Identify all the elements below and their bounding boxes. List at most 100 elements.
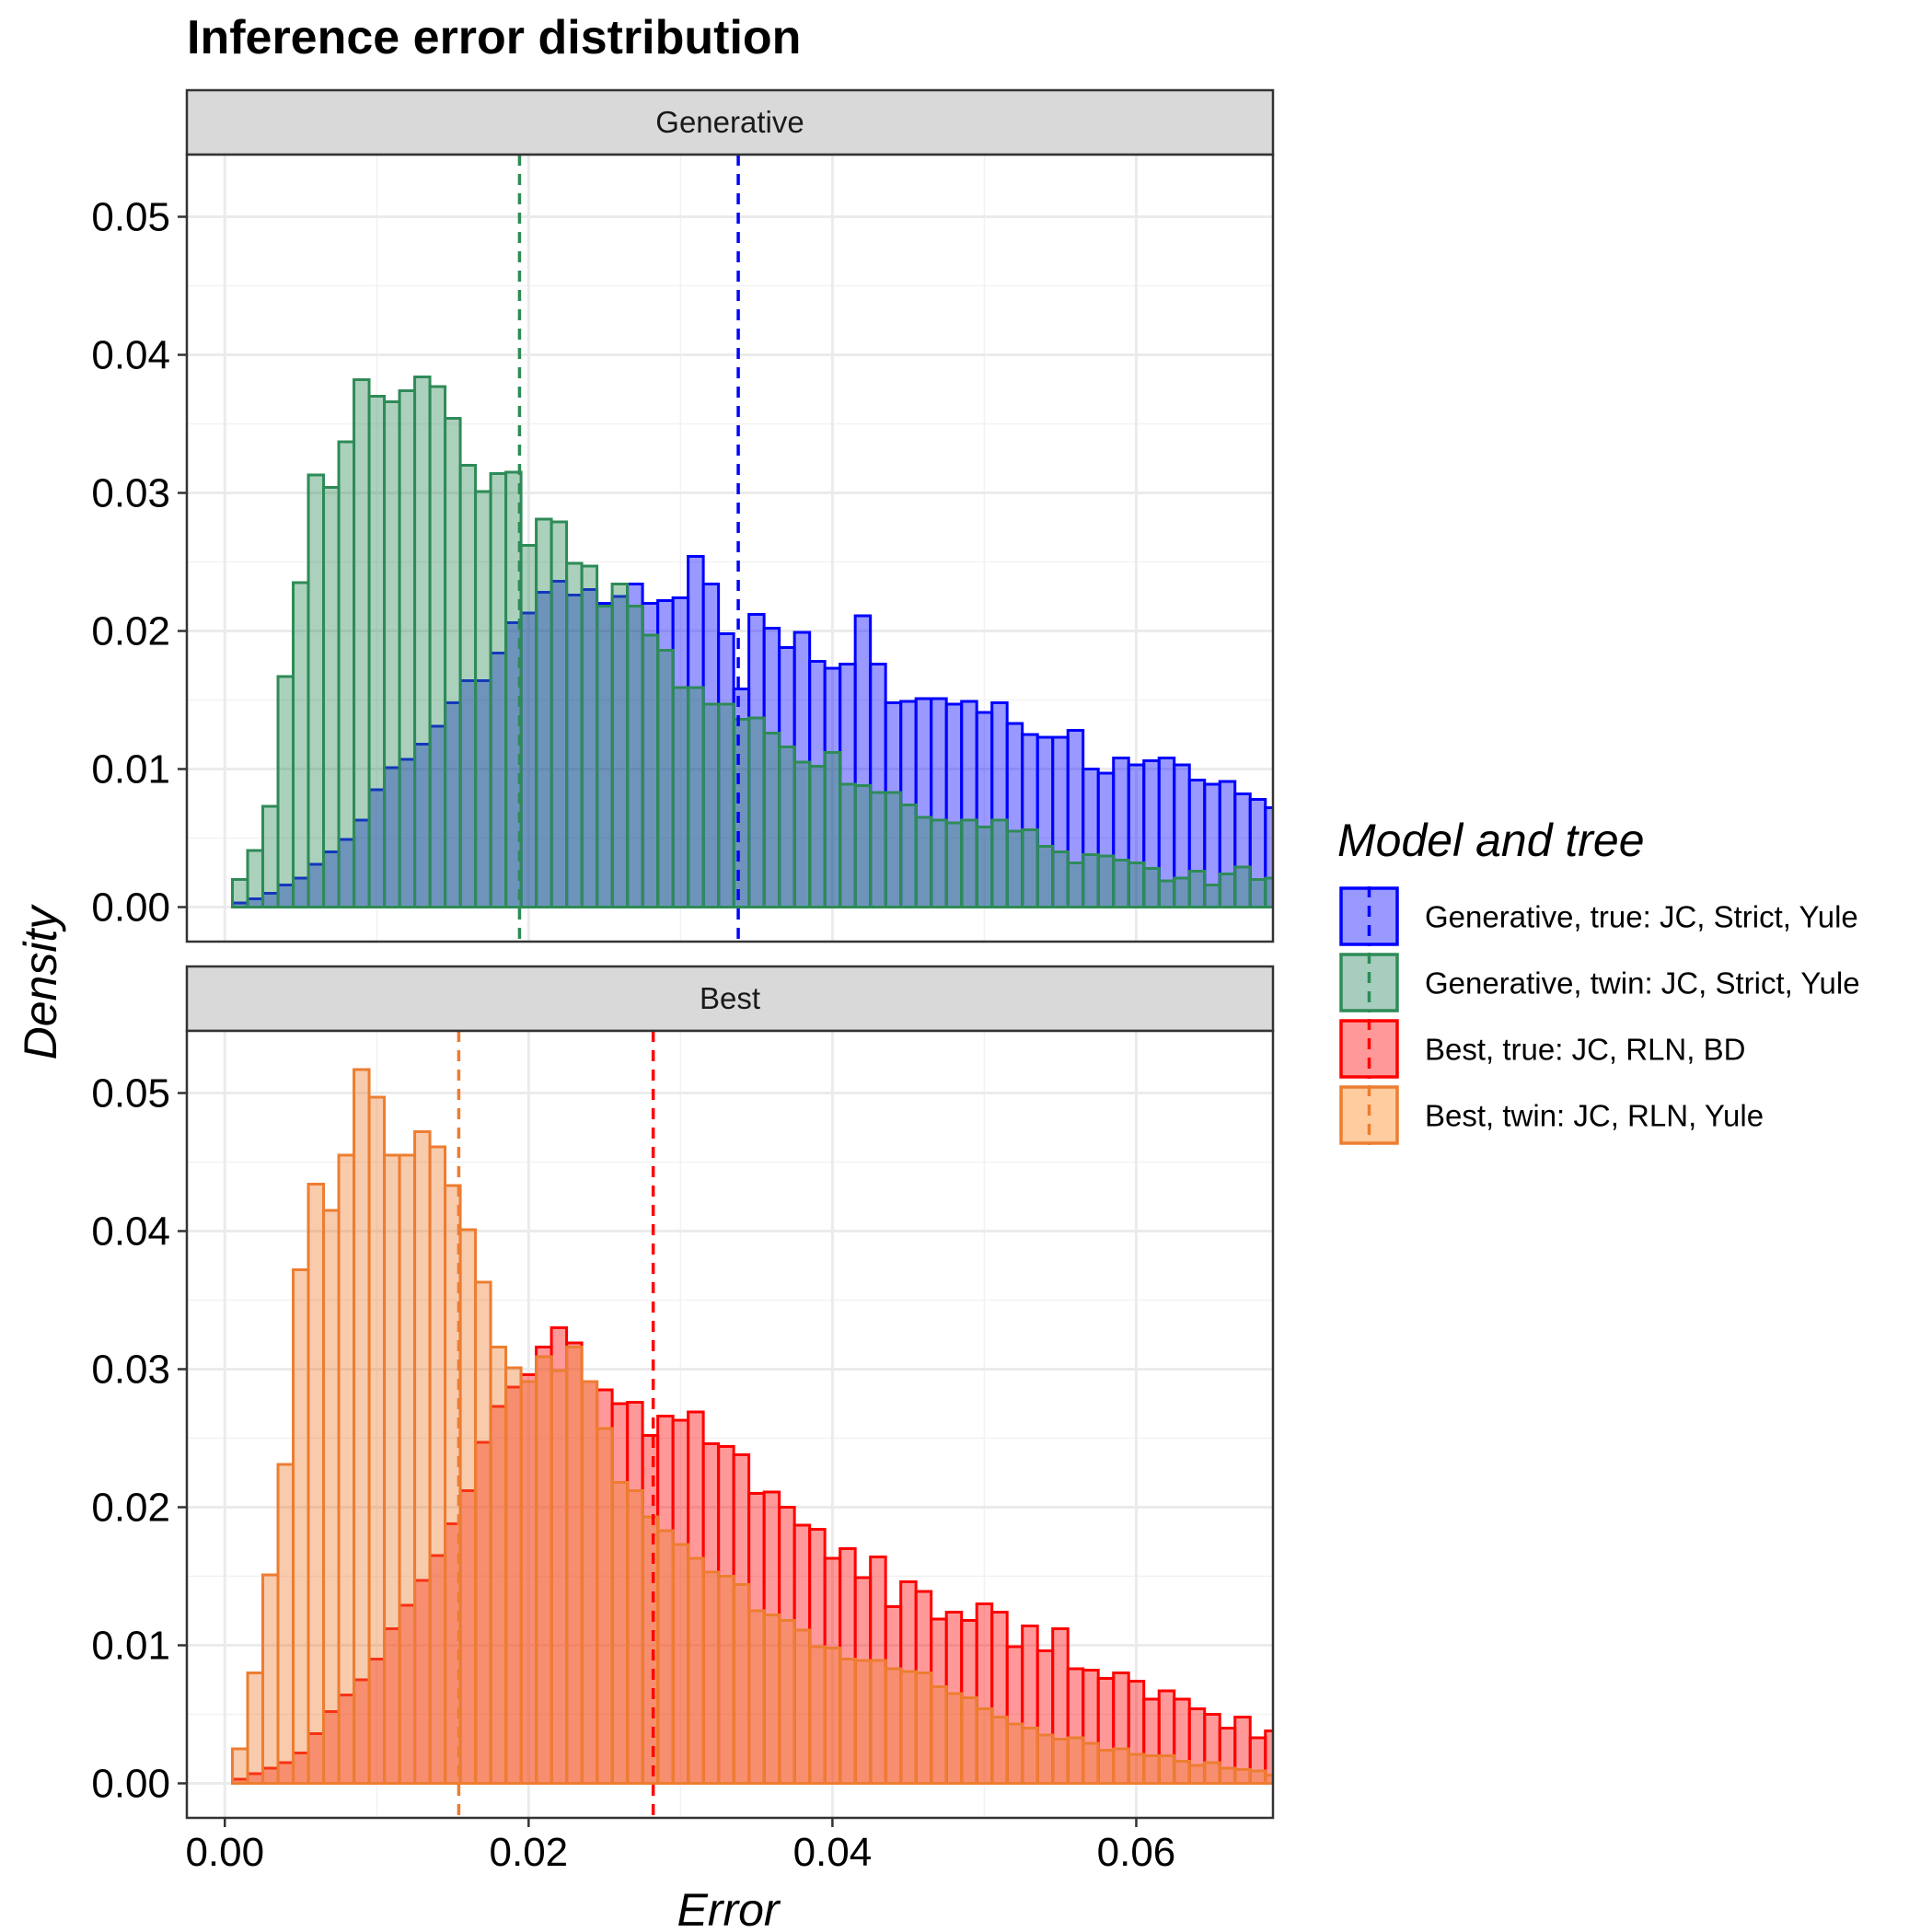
histogram-bar xyxy=(853,1659,873,1785)
histogram-bar xyxy=(322,486,341,908)
histogram-bar xyxy=(687,1556,705,1785)
facet-strip-label: Best xyxy=(700,981,760,1015)
x-tick-label: 0.06 xyxy=(1097,1830,1176,1875)
histogram-bar xyxy=(565,561,584,908)
histogram-bar xyxy=(1264,876,1273,908)
histogram-bar xyxy=(1096,1749,1116,1785)
histogram-bar xyxy=(1112,859,1130,908)
histogram-bar xyxy=(322,1209,341,1785)
y-axis: 0.00 0.01 0.02 0.03 0.04 0.05 xyxy=(91,195,187,931)
histogram-bar xyxy=(1233,865,1252,908)
histogram-bar xyxy=(1035,845,1055,908)
histogram-bar xyxy=(701,1570,721,1785)
histogram-bar xyxy=(930,818,948,908)
histogram-bar xyxy=(792,760,812,908)
histogram-bar xyxy=(1203,884,1221,908)
histogram-bar xyxy=(626,1489,644,1785)
histogram-bar xyxy=(1233,1768,1252,1785)
facet-panels: Generative 0.00 0.01 0.02 0.03 0.04 0.05 Best 0.… xyxy=(91,88,1275,1820)
histogram-bar xyxy=(839,1658,857,1785)
histogram-bar xyxy=(626,605,644,908)
histogram-bar xyxy=(717,1575,735,1785)
histogram-bar xyxy=(899,804,918,908)
facet-strip xyxy=(185,965,1275,1033)
legend-item: Generative, twin: JC, Strict, Yule xyxy=(1339,953,1860,1012)
histogram-bar xyxy=(717,702,735,908)
y-tick-label: 0.02 xyxy=(91,609,170,654)
legend-item: Generative, true: JC, Strict, Yule xyxy=(1339,886,1858,946)
series-true xyxy=(231,1326,1273,1785)
histogram-bar xyxy=(1142,867,1161,908)
histogram-bar xyxy=(458,1228,478,1785)
x-axis-title: Error xyxy=(677,1884,781,1932)
y-tick-label: 0.03 xyxy=(91,471,170,516)
y-axis: 0.00 0.01 0.02 0.03 0.04 0.05 xyxy=(91,1071,187,1807)
panel-border xyxy=(185,153,1275,943)
histogram-bar xyxy=(990,818,1009,908)
histogram-bar xyxy=(246,1672,265,1785)
y-tick-label: 0.00 xyxy=(91,885,170,931)
histogram-bar xyxy=(778,1619,796,1785)
histogram-bar xyxy=(580,1380,599,1785)
histogram-bar xyxy=(580,564,599,908)
y-tick-label: 0.04 xyxy=(91,333,170,378)
histogram-bar xyxy=(1051,850,1070,908)
histogram-bar xyxy=(337,1153,356,1785)
histogram-bar xyxy=(641,633,660,908)
histogram-bars xyxy=(231,1068,1273,1785)
histogram-bar xyxy=(307,1183,326,1785)
histogram-bar xyxy=(747,716,766,908)
histogram-bar xyxy=(914,816,933,908)
histogram-bar xyxy=(535,1355,553,1785)
histogram-bar xyxy=(383,400,401,908)
histogram-bar xyxy=(261,1573,280,1785)
histogram-bar xyxy=(610,583,630,908)
histogram-bar xyxy=(1218,873,1237,908)
histogram-bar xyxy=(869,1659,887,1785)
histogram-bar xyxy=(1021,1727,1039,1785)
histogram-bar xyxy=(444,417,462,908)
histogram-bar xyxy=(975,1707,994,1785)
histogram-bar xyxy=(535,517,553,908)
histogram-bar xyxy=(398,1153,417,1785)
histogram-bar xyxy=(292,581,310,908)
histogram-bar xyxy=(975,826,994,908)
x-tick-label: 0.04 xyxy=(793,1830,873,1875)
legend-label: Best, true: JC, RLN, BD xyxy=(1425,1033,1745,1067)
histogram-bar xyxy=(1173,876,1191,908)
histogram-bar xyxy=(944,821,964,908)
histogram-bar xyxy=(960,1696,978,1785)
histogram-bar xyxy=(732,718,751,908)
histogram-bar xyxy=(1005,1722,1024,1785)
histogram-bar xyxy=(732,1583,751,1785)
legend-items: Generative, true: JC, Strict, Yule Genera… xyxy=(1339,886,1860,1145)
histogram-bar xyxy=(778,746,796,908)
y-tick-label: 0.05 xyxy=(91,1071,170,1116)
histogram-bar xyxy=(1005,829,1024,908)
histogram-bar xyxy=(990,1716,1009,1785)
histogram-bar xyxy=(1173,1760,1191,1785)
histogram-bar xyxy=(1157,1754,1176,1785)
y-tick-label: 0.03 xyxy=(91,1348,170,1393)
histogram-bar xyxy=(231,1747,249,1785)
facet-strip-label: Generative xyxy=(655,105,804,139)
histogram-bar xyxy=(762,1614,781,1785)
histogram-bar xyxy=(1187,1764,1207,1785)
histogram-bar xyxy=(1218,1766,1237,1785)
legend-label: Generative, twin: JC, Strict, Yule xyxy=(1425,966,1860,1001)
y-tick-label: 0.04 xyxy=(91,1209,170,1255)
histogram-bar xyxy=(565,1346,584,1785)
histogram-bar xyxy=(1035,1733,1055,1785)
histogram-bar xyxy=(1264,806,1273,908)
y-tick-label: 0.05 xyxy=(91,195,170,240)
histogram-bar xyxy=(1021,828,1039,908)
histogram-bar xyxy=(762,732,781,908)
histogram-bar xyxy=(261,804,280,908)
histogram-bar xyxy=(428,1145,447,1785)
histogram-bar xyxy=(383,1153,401,1785)
histogram-bar xyxy=(944,1692,964,1785)
histogram-bar xyxy=(489,1346,508,1785)
x-tick-label: 0.00 xyxy=(185,1830,264,1875)
series-twin xyxy=(231,376,1273,908)
histogram-bar xyxy=(1112,1747,1130,1785)
